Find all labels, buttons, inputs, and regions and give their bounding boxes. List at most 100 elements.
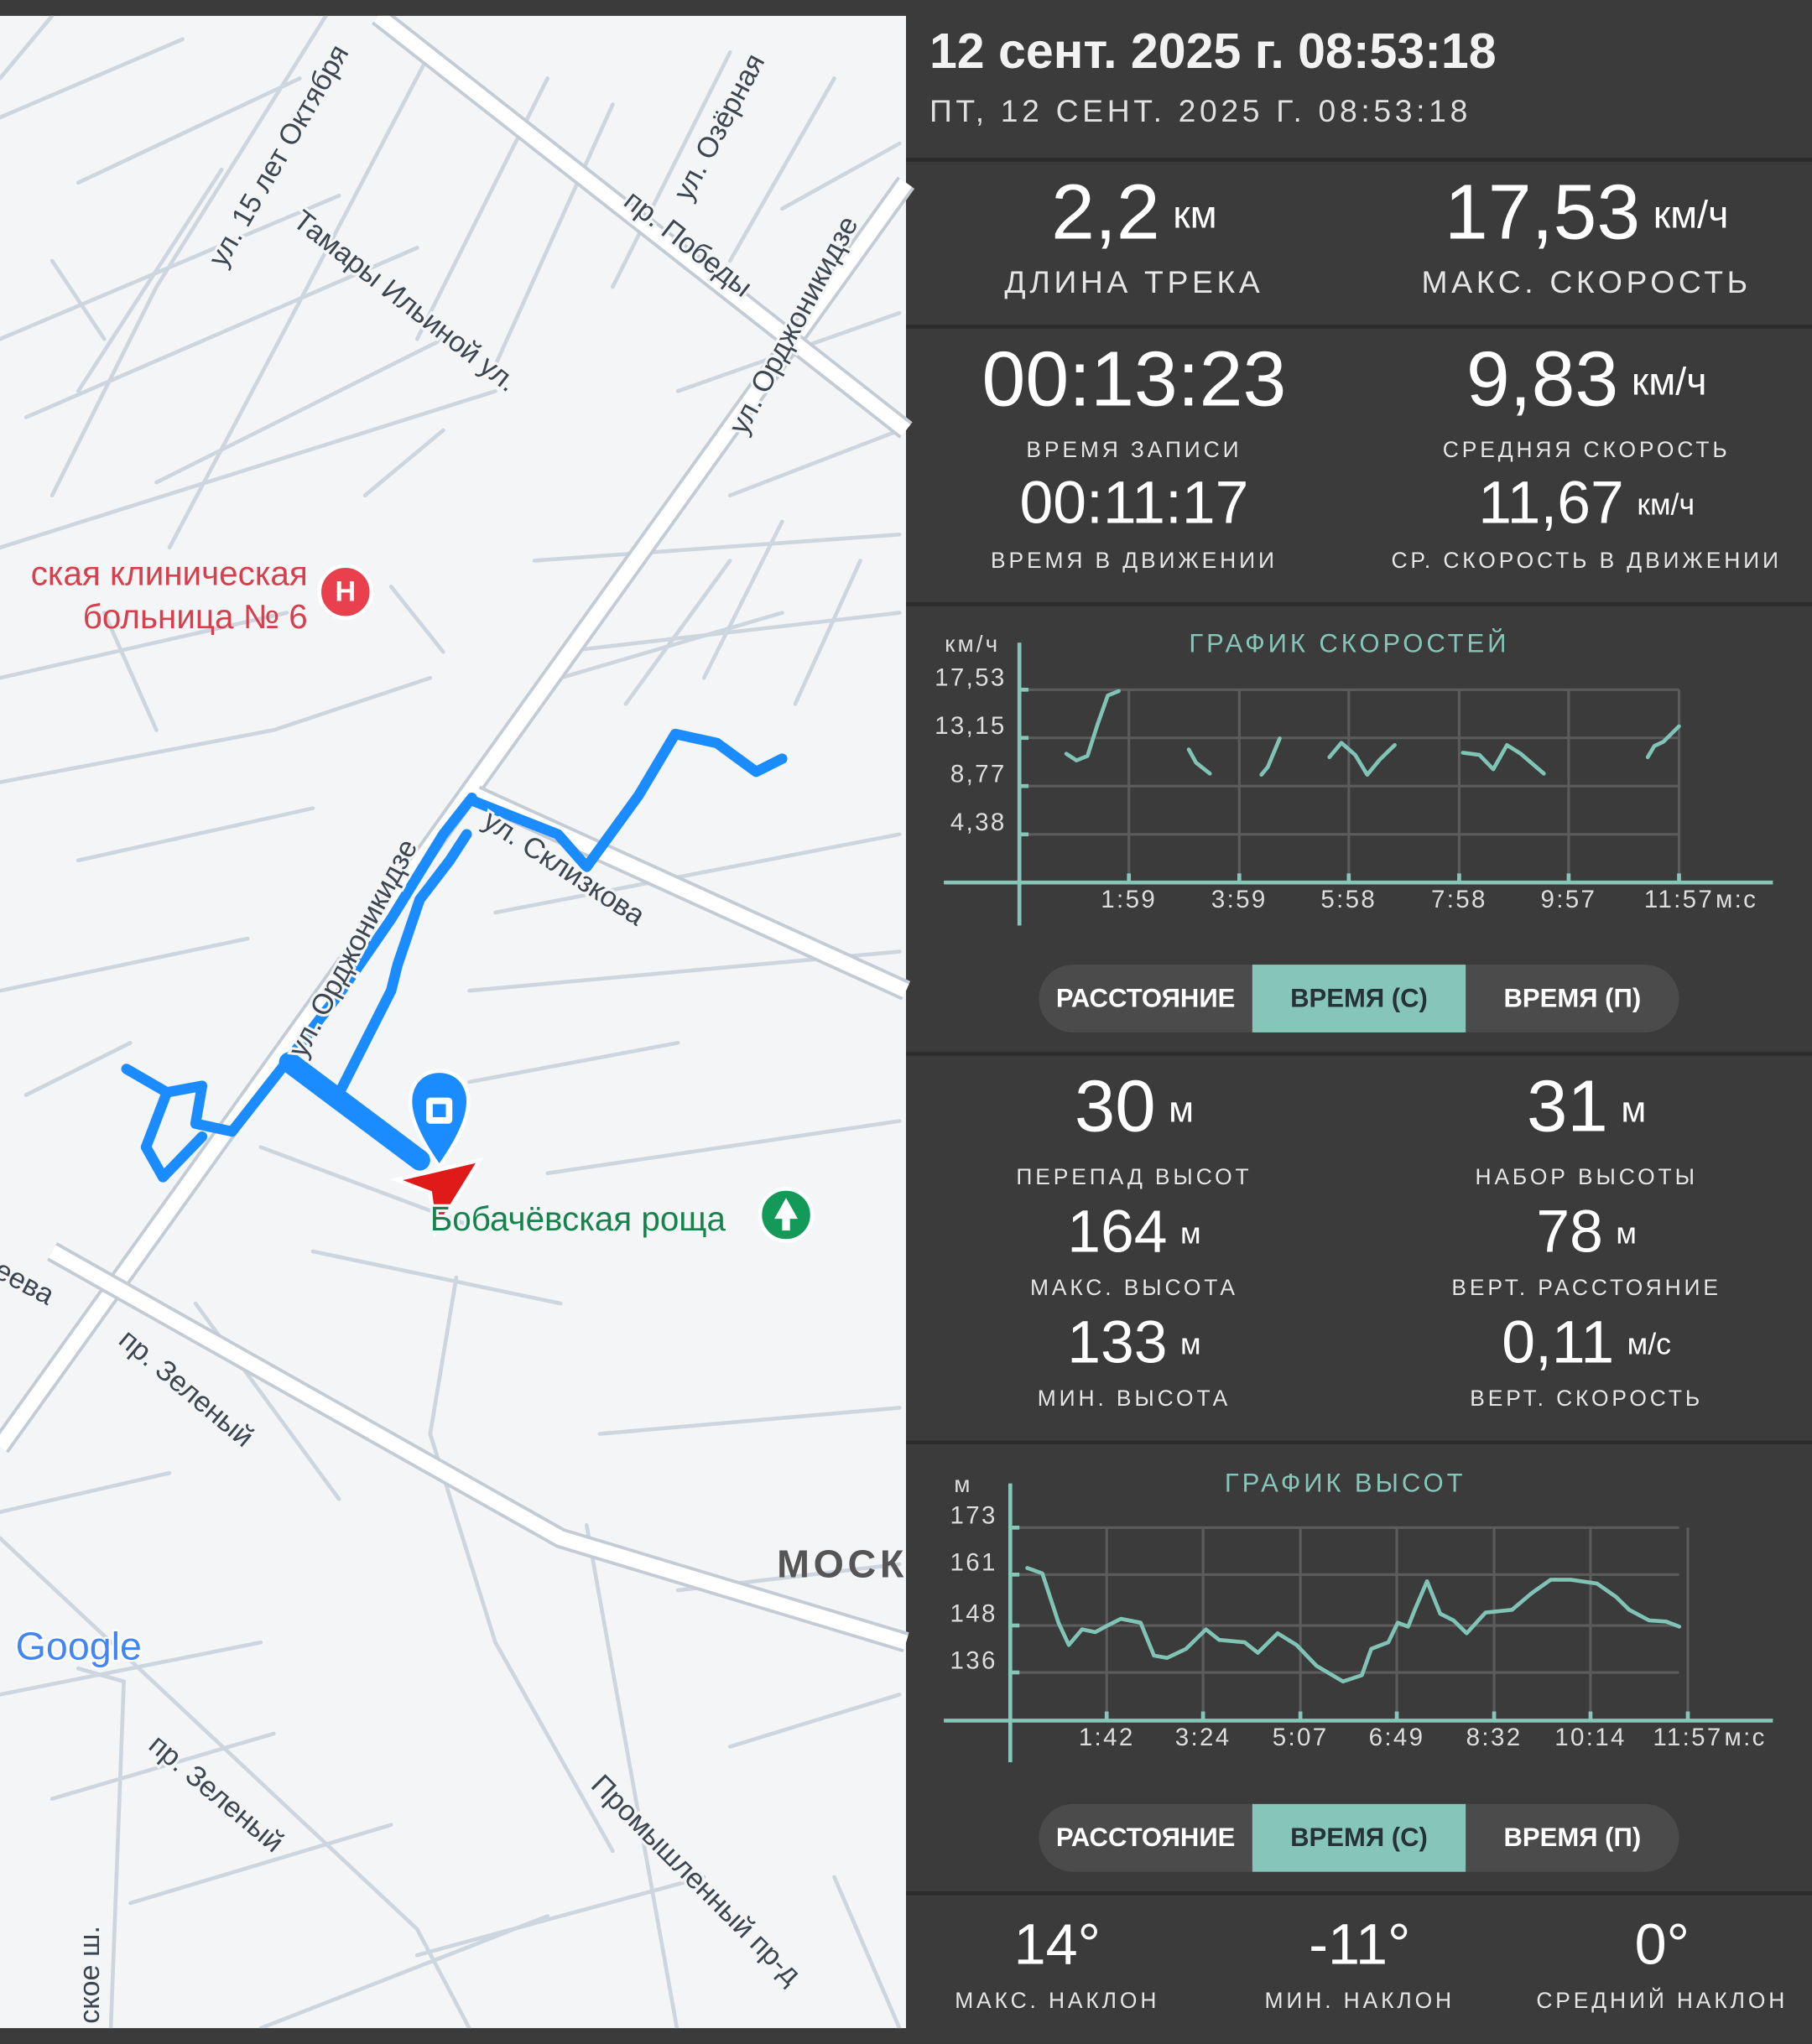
- stat-number: 0°: [1635, 1912, 1690, 1976]
- stat-label: СРЕДНЯЯ СКОРОСТЬ: [1443, 437, 1731, 462]
- stat-number: 17,53: [1445, 168, 1640, 255]
- stat-unit: м: [1169, 1090, 1194, 1130]
- toggle-option[interactable]: ВРЕМЯ (С): [1290, 1823, 1428, 1852]
- stat-value: 164 м: [1067, 1198, 1200, 1265]
- data-line: [1025, 1566, 1682, 1684]
- stat-value: 9,83 км/ч: [1466, 335, 1707, 422]
- stat-label: СРЕДНИЙ НАКЛОН: [1536, 1988, 1788, 2013]
- stat-label: НАБОР ВЫСОТЫ: [1475, 1164, 1697, 1189]
- stat-number: 30: [1075, 1066, 1156, 1147]
- stat-unit: км: [1173, 193, 1216, 237]
- start-marker: [389, 1157, 484, 1238]
- stat-value: 00:13:23: [982, 335, 1287, 422]
- stat-number: 2,2: [1051, 168, 1160, 255]
- x-tick-label: 5:58: [1320, 886, 1377, 913]
- y-tick-label: 173: [950, 1502, 997, 1530]
- stat-unit: км/ч: [1637, 488, 1695, 522]
- stat-label: МАКС. СКОРОСТЬ: [1422, 264, 1752, 299]
- stat-unit: км/ч: [1632, 360, 1707, 403]
- stat-unit: км/ч: [1653, 193, 1729, 237]
- current-location-pin: [408, 1069, 471, 1171]
- x-tick-label: 11:57: [1644, 886, 1714, 913]
- hospital-label: ская клиническая: [31, 554, 308, 593]
- stat-value: 14°: [1014, 1912, 1101, 1976]
- stat-number: 9,83: [1466, 335, 1618, 422]
- stat-number: -11°: [1309, 1912, 1410, 1976]
- y-tick-label: 136: [950, 1646, 997, 1674]
- stat-label: ВЕРТ. СКОРОСТЬ: [1470, 1386, 1703, 1411]
- stat-number: 14°: [1014, 1912, 1101, 1976]
- mode-toggle[interactable]: РАССТОЯНИЕ ВРЕМЯ (С) ВРЕМЯ (П): [1039, 965, 1679, 1032]
- chart-title: ГРАФИК ВЫСОТ: [1225, 1468, 1466, 1497]
- route: [121, 728, 788, 1183]
- svg-text:H: H: [335, 575, 356, 607]
- data-line: [1064, 689, 1681, 778]
- stat-value: 11,67 км/ч: [1478, 470, 1695, 537]
- stat-number: 11,67: [1478, 470, 1624, 537]
- stat-number: 0,11: [1502, 1308, 1614, 1376]
- stat-label: ВРЕМЯ В ДВИЖЕНИИ: [991, 548, 1278, 573]
- stat-number: 00:13:23: [982, 335, 1287, 422]
- hospital-icon: H: [317, 564, 374, 621]
- x-tick-label: 10:14: [1554, 1724, 1627, 1751]
- x-tick-label: 7:58: [1431, 886, 1487, 913]
- x-tick-label: 9:57: [1541, 886, 1597, 913]
- toggle-selected[interactable]: [1252, 1803, 1466, 1872]
- stat-unit: м: [1180, 1328, 1201, 1361]
- x-tick-label: 3:24: [1175, 1724, 1231, 1751]
- stat-unit: м: [1180, 1217, 1201, 1251]
- x-tick-label: 6:49: [1369, 1724, 1425, 1751]
- street-label: ское ш.: [74, 1926, 106, 2024]
- separators: [906, 158, 1812, 1896]
- google-logo: Google: [16, 1624, 142, 1667]
- stat-value: -11°: [1309, 1912, 1410, 1976]
- stat-number: 133: [1067, 1308, 1167, 1376]
- stat-number: 31: [1527, 1066, 1608, 1147]
- stat-label: ПЕРЕПАД ВЫСОТ: [1016, 1164, 1252, 1189]
- chart: ГРАФИК ВЫСОТ м 173 161 148 136 1:42 3:24 5:07 6:4…: [944, 1468, 1773, 1763]
- toggle-option[interactable]: РАССТОЯНИЕ: [1056, 1823, 1236, 1852]
- x-tick-label: 8:32: [1466, 1724, 1523, 1751]
- stat-label: МАКС. НАКЛОН: [955, 1988, 1159, 2013]
- stat-label: МИН. НАКЛОН: [1265, 1988, 1455, 2013]
- x-tick-label: 1:42: [1079, 1724, 1135, 1751]
- y-axis-unit: м: [954, 1471, 972, 1497]
- district-label: МОСК: [777, 1542, 908, 1585]
- header-subtitle: ПТ, 12 СЕНТ. 2025 Г. 08:53:18: [929, 93, 1471, 128]
- bottom-strip: [0, 2028, 1812, 2044]
- toggle-option[interactable]: РАССТОЯНИЕ: [1056, 983, 1236, 1012]
- stat-label: ВЕРТ. РАССТОЯНИЕ: [1451, 1275, 1721, 1300]
- stat-number: 78: [1536, 1198, 1603, 1265]
- y-axis-unit: км/ч: [945, 631, 1000, 657]
- status-strip: [0, 0, 1812, 16]
- stat-value: 133 м: [1067, 1308, 1200, 1376]
- stat-value: 78 м: [1536, 1198, 1637, 1265]
- x-tick-label: 3:59: [1211, 886, 1268, 913]
- stat-unit: м/с: [1627, 1328, 1671, 1361]
- stat-label: МИН. ВЫСОТА: [1038, 1386, 1231, 1411]
- stat-value: 31 м: [1527, 1066, 1646, 1147]
- y-tick-label: 17,53: [935, 664, 1007, 692]
- y-tick-label: 4,38: [950, 809, 1007, 836]
- stat-value: 2,2 км: [1051, 168, 1217, 255]
- toggle-option[interactable]: ВРЕМЯ (П): [1503, 1823, 1641, 1852]
- chart-title: ГРАФИК СКОРОСТЕЙ: [1189, 628, 1509, 658]
- header-title: 12 сент. 2025 г. 08:53:18: [929, 23, 1497, 79]
- x-axis-unit: м:с: [1725, 1724, 1767, 1751]
- toggle-option[interactable]: ВРЕМЯ (П): [1503, 983, 1641, 1012]
- stat-label: МАКС. ВЫСОТА: [1030, 1275, 1238, 1300]
- stat-label: СР. СКОРОСТЬ В ДВИЖЕНИИ: [1391, 548, 1781, 573]
- y-tick-label: 148: [950, 1599, 997, 1627]
- stat-value: 17,53 км/ч: [1445, 168, 1728, 255]
- toggle-option[interactable]: ВРЕМЯ (С): [1290, 983, 1428, 1012]
- x-axis-unit: м:с: [1716, 886, 1757, 913]
- stat-value: 00:11:17: [1019, 470, 1248, 537]
- stat-value: 30 м: [1075, 1066, 1194, 1147]
- x-tick-label: 11:57: [1653, 1724, 1722, 1751]
- stat-unit: м: [1621, 1090, 1646, 1130]
- mode-toggle[interactable]: РАССТОЯНИЕ ВРЕМЯ (С) ВРЕМЯ (П): [1039, 1803, 1679, 1872]
- toggle-selected[interactable]: [1252, 965, 1466, 1032]
- y-tick-label: 8,77: [950, 761, 1007, 788]
- chart: ГРАФИК СКОРОСТЕЙ км/ч 17,53 13,15 8,77 4,38 1:…: [935, 628, 1773, 926]
